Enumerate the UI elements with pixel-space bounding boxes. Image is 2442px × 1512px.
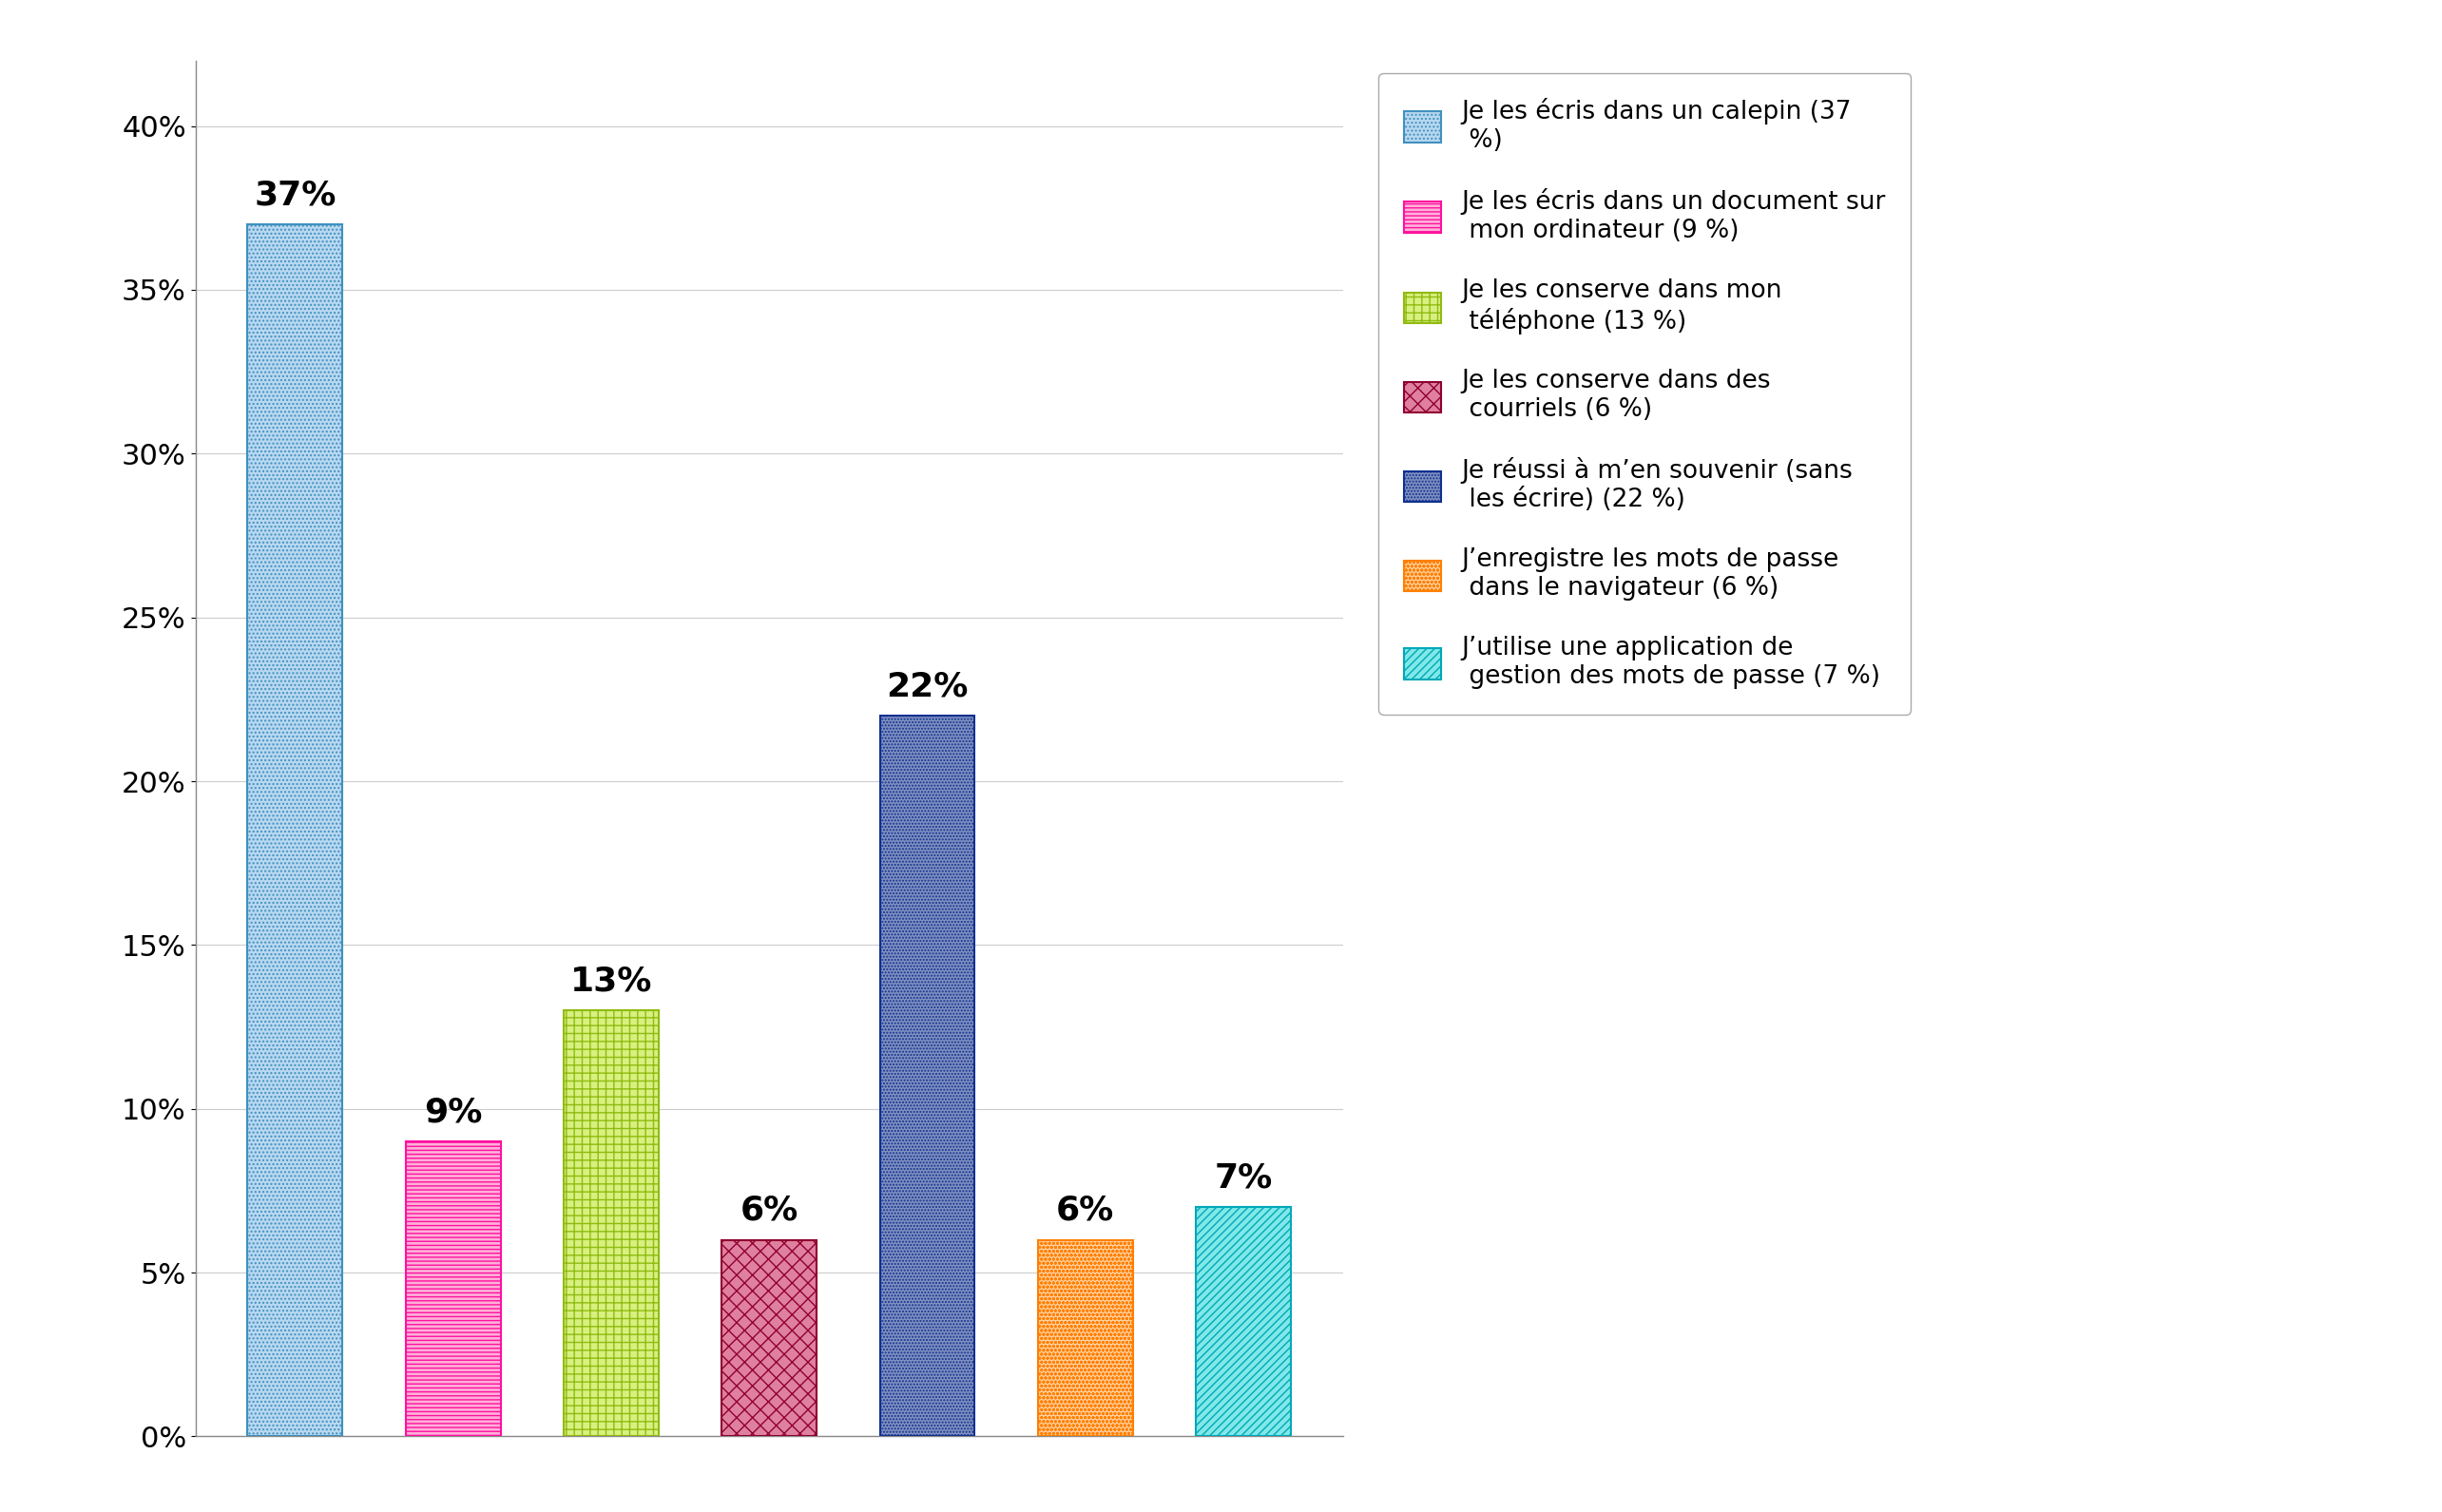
Bar [405,1142,501,1436]
Bar [247,224,342,1436]
Text: 6%: 6% [740,1194,799,1226]
Bar [1197,1207,1292,1436]
Bar [564,1010,659,1436]
Bar [879,715,974,1436]
Text: 6%: 6% [1057,1194,1114,1226]
Bar [1038,1240,1133,1436]
Legend: Je les écris dans un calepin (37
 %), Je les écris dans un document sur
 mon ord: Je les écris dans un calepin (37 %), Je … [1380,73,1910,714]
Text: 9%: 9% [425,1096,481,1128]
Text: 7%: 7% [1214,1161,1272,1194]
Bar [723,1240,816,1436]
Text: 22%: 22% [886,670,969,703]
Text: 13%: 13% [569,965,652,998]
Text: 37%: 37% [254,178,337,212]
